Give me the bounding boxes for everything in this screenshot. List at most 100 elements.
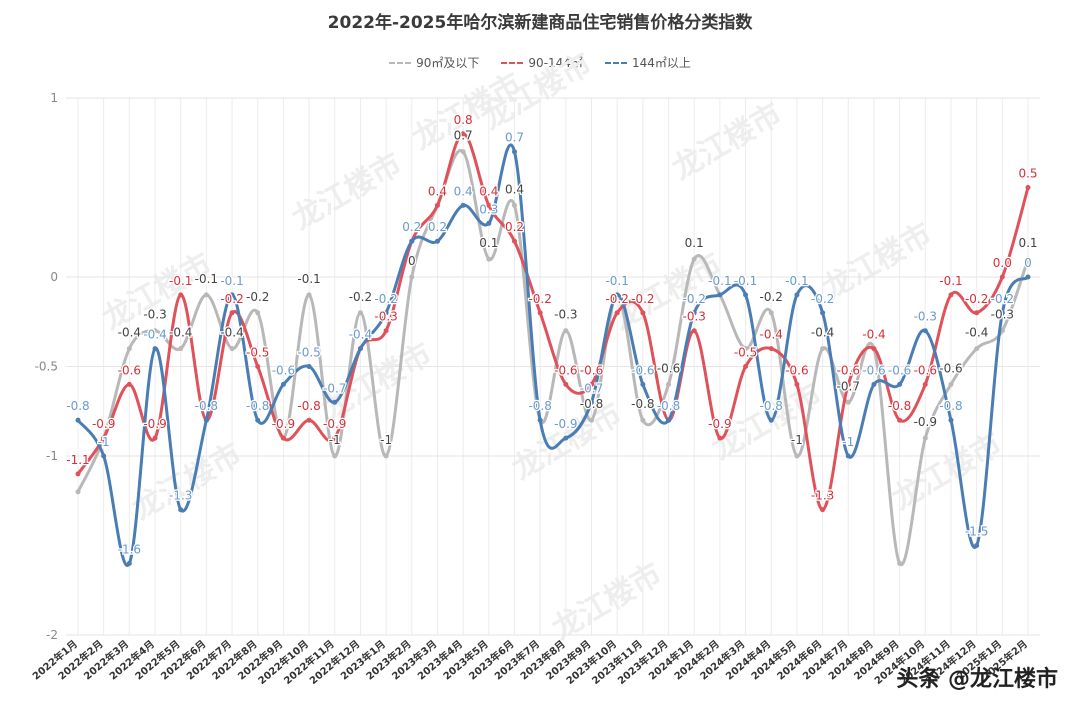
data-point [974,543,980,548]
data-point [768,346,774,352]
chart-title: 2022年-2025年哈尔滨新建商品住宅销售价格分类指数 [327,13,753,33]
data-point [974,310,980,316]
data-label: -0.1 [195,272,218,286]
data-label: -0.9 [914,415,937,429]
data-point [845,453,851,459]
data-point [306,364,312,369]
data-point [152,328,158,334]
data-label: -0.6 [272,363,295,377]
data-label: -0.2 [528,292,551,306]
data-label: -0.6 [118,363,141,377]
data-label: -0.8 [888,399,911,413]
data-label: -0.2 [683,292,706,306]
data-point [743,346,749,352]
data-point [691,328,697,334]
data-point [897,560,903,566]
data-label: -0.4 [760,328,783,342]
data-label: 0.1 [479,236,498,250]
data-label: -0.1 [220,274,243,288]
data-label: 0.1 [1018,236,1037,250]
data-point [178,346,184,352]
data-point [152,346,158,352]
data-label: -0.6 [837,363,860,377]
data-point [589,399,595,405]
data-label: 0.1 [685,236,704,250]
data-label: -0.2 [965,292,988,306]
data-point [409,238,415,244]
data-label: -0.4 [143,328,166,342]
data-point [743,364,749,369]
data-point [845,399,851,405]
data-label: -0.1 [939,274,962,288]
data-point [486,256,492,262]
data-point [357,310,363,316]
data-label: -1.3 [811,489,834,503]
data-label: -0.2 [349,290,372,304]
data-label: -0.2 [220,292,243,306]
data-point [229,346,235,352]
y-tick-label: -2 [46,628,58,642]
data-point [999,310,1005,316]
data-point [589,381,595,387]
series-line-1 [76,132,1030,512]
background-watermark: 龙江楼市 [127,437,248,527]
data-point [203,292,209,298]
data-point [126,346,132,352]
data-point [820,507,826,513]
background-watermark: 龙江楼市 [507,397,628,487]
data-point [999,274,1005,280]
data-point [511,202,517,208]
data-label: -0.6 [785,363,808,377]
data-label: -0.1 [734,274,757,288]
data-label: -0.6 [657,361,680,375]
data-label: -0.1 [169,274,192,288]
data-point [845,381,851,387]
data-label: -0.9 [554,417,577,431]
data-label: -0.3 [991,308,1014,322]
data-point [691,310,697,316]
data-point [486,220,492,226]
data-label: -1 [98,435,110,449]
data-label: -0.2 [811,292,834,306]
data-point [666,381,672,387]
data-point [794,381,800,387]
data-point [820,310,826,316]
data-label: -0.1 [605,274,628,288]
data-point [229,292,235,298]
legend-item-90-below[interactable]: 90㎡及以下 [389,54,479,71]
legend-label: 90㎡及以下 [416,56,480,70]
data-point [75,471,81,477]
data-label: -0.5 [246,346,269,360]
data-label: 0.5 [1018,167,1037,181]
data-label: -0.8 [66,399,89,413]
data-point [101,453,107,459]
data-label: -0.4 [220,326,243,340]
data-label: -0.8 [657,399,680,413]
data-label: 0.7 [454,129,473,143]
data-point [255,417,261,423]
data-label: 0.3 [479,202,498,216]
data-label: 0.4 [505,182,524,196]
chart-legend: 90㎡及以下 90-144㎡ 144㎡以上 [0,54,1080,71]
data-point [434,238,440,244]
data-point [691,256,697,262]
y-tick-label: 1 [50,91,58,105]
data-point [1025,256,1031,262]
data-point [486,202,492,208]
legend-item-90-144[interactable]: 90-144㎡ [501,54,583,71]
data-label: -0.4 [169,326,192,340]
data-label: -0.2 [760,290,783,304]
data-point [332,453,338,459]
data-point [614,292,620,298]
data-point [743,292,749,298]
data-point [126,560,132,566]
background-watermark: 龙江楼市 [667,97,788,187]
data-label: 0 [408,254,416,268]
data-point [229,310,235,316]
data-label: -0.2 [991,292,1014,306]
data-label: -0.7 [837,379,860,393]
data-point [332,435,338,441]
legend-item-144-above[interactable]: 144㎡以上 [604,54,691,71]
data-label: -0.8 [939,399,962,413]
legend-label: 144㎡以上 [631,56,691,70]
